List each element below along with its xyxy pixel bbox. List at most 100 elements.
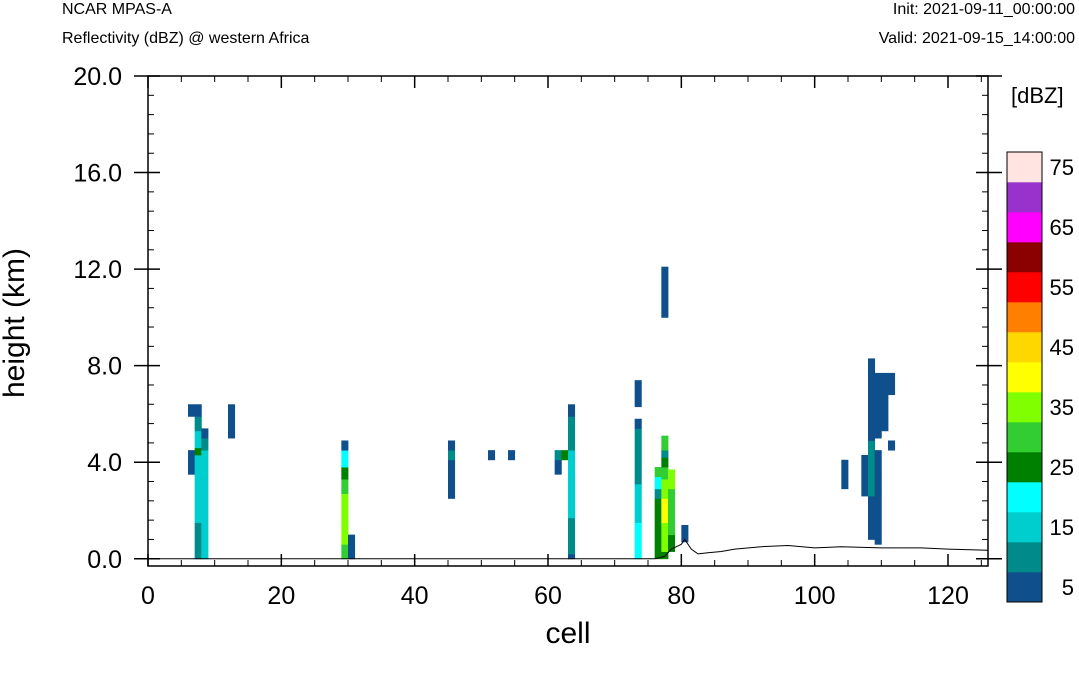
reflectivity-cell	[448, 440, 456, 451]
reflectivity-cell	[668, 488, 676, 536]
reflectivity-cell	[448, 459, 456, 499]
colorbar-unit: [dBZ]	[1011, 83, 1064, 108]
reflectivity-cell	[561, 450, 569, 461]
colorbar-swatch	[1007, 392, 1042, 423]
x-axis-title: cell	[545, 617, 590, 650]
reflectivity-cell	[194, 447, 202, 456]
reflectivity-cell	[661, 479, 669, 499]
model-name: NCAR MPAS-A	[62, 1, 172, 18]
reflectivity-cell	[634, 483, 642, 523]
colorbar: 5 15 25 35 45 55 65 75	[1006, 151, 1074, 603]
reflectivity-cell	[568, 404, 576, 417]
plot-frame	[147, 75, 989, 567]
x-tick-label: 100	[794, 582, 836, 610]
reflectivity-cell	[661, 498, 669, 523]
reflectivity-cell	[874, 372, 882, 424]
reflectivity-cell	[341, 450, 349, 468]
reflectivity-cell	[654, 467, 662, 478]
x-tick-label: 40	[401, 582, 429, 610]
reflectivity-cell	[881, 416, 889, 432]
reflectivity-cell	[488, 450, 496, 461]
reflectivity-cell	[661, 450, 669, 458]
reflectivity-cell	[201, 438, 209, 451]
reflectivity-cell	[681, 524, 689, 543]
reflectivity-cell	[194, 404, 202, 417]
reflectivity-cell	[568, 517, 576, 555]
y-tick-label: 8.0	[87, 353, 122, 381]
reflectivity-cell	[868, 358, 876, 391]
y-tick-label: 12.0	[73, 256, 122, 284]
reflectivity-cell	[654, 522, 662, 560]
reflectivity-cell	[341, 493, 349, 528]
colorbar-tick-label: 45	[1050, 335, 1074, 360]
colorbar-swatch	[1007, 422, 1042, 453]
reflectivity-cell	[188, 404, 196, 417]
reflectivity-cell	[341, 479, 349, 494]
reflectivity-cell	[661, 551, 669, 560]
colorbar-swatch	[1007, 152, 1042, 183]
colorbar-tick-label: 55	[1050, 275, 1074, 300]
y-tick-label: 4.0	[87, 449, 122, 477]
colorbar-tick-label: 75	[1050, 155, 1074, 180]
reflectivity-cell	[634, 380, 642, 408]
reflectivity-cell	[861, 454, 869, 497]
reflectivity-cell	[228, 404, 236, 439]
reflectivity-cell	[201, 428, 209, 439]
reflectivity-cell	[634, 428, 642, 485]
colorbar-swatch	[1007, 542, 1042, 573]
reflectivity-cell	[568, 416, 576, 451]
reflectivity-cell	[201, 450, 209, 560]
reflectivity-cell	[881, 372, 889, 417]
reflectivity-cell	[188, 450, 196, 475]
colorbar-swatch	[1007, 182, 1042, 213]
reflectivity-cell	[668, 534, 676, 552]
colorbar-swatch	[1007, 302, 1042, 333]
reflectivity-cell	[874, 474, 882, 494]
reflectivity-cell	[568, 553, 576, 560]
colorbar-tick-label: 15	[1050, 515, 1074, 540]
reflectivity-cell	[668, 469, 676, 490]
reflectivity-cell	[868, 496, 876, 540]
colorbar-swatch	[1007, 572, 1042, 603]
y-tick-label: 20.0	[73, 63, 122, 91]
reflectivity-cell	[661, 522, 669, 552]
reflectivity-cell	[654, 488, 662, 499]
reflectivity-cell	[568, 486, 576, 519]
reflectivity-cell	[661, 435, 669, 451]
colorbar-swatch	[1007, 242, 1042, 273]
x-tick-label: 0	[141, 582, 155, 610]
reflectivity-cell	[634, 522, 642, 560]
reflectivity-cell	[341, 527, 349, 545]
colorbar-swatch	[1007, 512, 1042, 543]
colorbar-tick-label: 35	[1050, 395, 1074, 420]
reflectivity-cell	[874, 493, 882, 545]
reflectivity-cell	[868, 440, 876, 475]
field-description: Reflectivity (dBZ) @ western Africa	[62, 30, 310, 47]
reflectivity-cell	[194, 416, 202, 432]
reflectivity-cell	[868, 474, 876, 497]
reflectivity-cell	[841, 459, 849, 490]
reflectivity-cell	[888, 440, 896, 451]
colorbar-swatch	[1007, 362, 1042, 393]
colorbar-swatch	[1007, 212, 1042, 243]
colorbar-swatch	[1007, 482, 1042, 513]
colorbar-tick-label: 25	[1050, 455, 1074, 480]
reflectivity-cell	[661, 457, 669, 468]
reflectivity-cell	[194, 454, 202, 487]
colorbar-tick-label: 65	[1050, 215, 1074, 240]
reflectivity-cell	[508, 450, 516, 461]
x-tick-label: 80	[667, 582, 695, 610]
reflectivity-cell	[654, 476, 662, 490]
x-axis-ticks: 0 20 40 60 80 100 120	[141, 76, 982, 610]
colorbar-tick-label: 5	[1062, 575, 1074, 600]
reflectivity-cell	[341, 544, 349, 560]
x-tick-label: 20	[267, 582, 295, 610]
reflectivity-cell	[348, 546, 356, 560]
reflectivity-cell	[554, 459, 562, 475]
reflectivity-cell	[634, 418, 642, 429]
reflectivity-cell	[341, 467, 349, 480]
reflectivity-cell	[868, 423, 876, 441]
init-time: Init: 2021-09-11_00:00:00	[892, 1, 1075, 18]
reflectivity-cell	[568, 450, 576, 487]
terrain-line	[654, 538, 989, 560]
